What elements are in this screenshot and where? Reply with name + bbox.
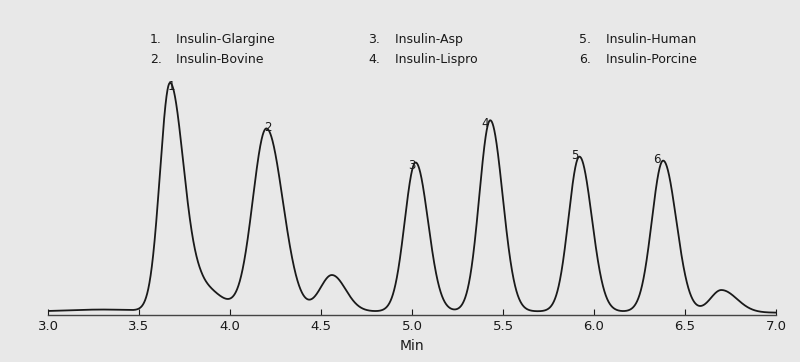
Text: 1.: 1.: [150, 33, 162, 46]
Text: 3: 3: [408, 159, 416, 172]
Text: 4: 4: [481, 117, 489, 130]
X-axis label: Min: Min: [400, 339, 424, 353]
Text: 2: 2: [264, 121, 271, 134]
Text: 6: 6: [653, 153, 661, 166]
Text: 2.: 2.: [150, 52, 162, 66]
Text: Insulin-Glargine: Insulin-Glargine: [168, 33, 275, 46]
Text: 4.: 4.: [368, 52, 380, 66]
Text: Insulin-Porcine: Insulin-Porcine: [598, 52, 697, 66]
Text: 3.: 3.: [368, 33, 380, 46]
Text: 5.: 5.: [579, 33, 591, 46]
Text: Insulin-Asp: Insulin-Asp: [386, 33, 462, 46]
Text: Insulin-Human: Insulin-Human: [598, 33, 696, 46]
Text: 6.: 6.: [579, 52, 591, 66]
Text: 1: 1: [167, 80, 174, 93]
Text: Insulin-Lispro: Insulin-Lispro: [386, 52, 477, 66]
Text: Insulin-Bovine: Insulin-Bovine: [168, 52, 264, 66]
Text: 5: 5: [571, 150, 578, 163]
